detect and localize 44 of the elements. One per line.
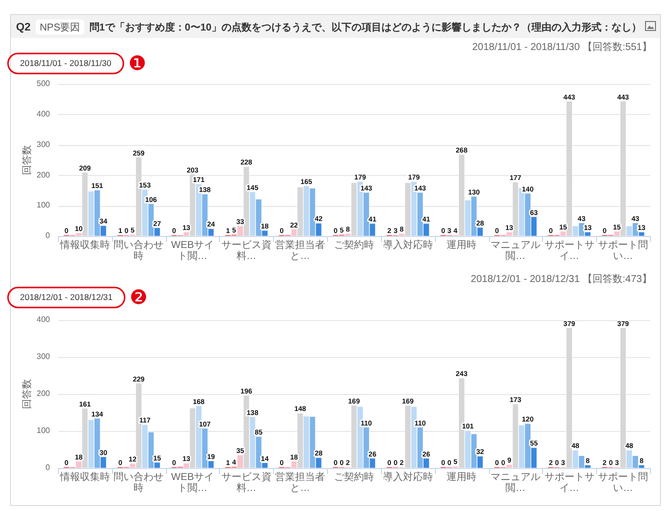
y-tick-label: 300: [36, 140, 51, 149]
x-tick-label: 運用時: [446, 239, 477, 251]
y-tick-label: 100: [36, 200, 51, 210]
x-tick-label: WEBサイト閲…: [171, 240, 214, 262]
x-tick-label: マニュアル閲…: [490, 472, 540, 494]
y-tick-label: 100: [36, 426, 51, 436]
x-tick-label: 情報収集時: [58, 239, 110, 251]
text: 2018/12/01 - 2018/12/31: [20, 292, 113, 302]
x-tick-label: 運用時: [446, 471, 477, 483]
x-tick-label: サポート問い…: [598, 240, 648, 262]
text: 2018/11/01 - 2018/11/30: [20, 58, 112, 68]
y-tick-label: 200: [36, 170, 51, 180]
x-tick-label: 情報収集時: [58, 471, 110, 483]
x-tick-label: サービス資料…: [221, 239, 272, 262]
y-axis-title: 回答数: [21, 379, 33, 409]
x-tick-label: 営業担当者と…: [275, 239, 326, 262]
y-tick-label: 300: [36, 352, 51, 362]
text: ❷: [130, 285, 148, 309]
x-tick-label: 導入対応時: [382, 471, 433, 483]
text: ❶: [128, 51, 146, 75]
x-tick-label: ご契約時: [334, 471, 374, 483]
x-tick-label: サポートサイ…: [544, 472, 594, 494]
text: NPS要因: [40, 22, 80, 34]
x-tick-label: 導入対応時: [382, 239, 433, 251]
text: 問1で「おすすめ度：0〜10」の点数をつけるうえで、以下の項目はどのように影響しましたか？（理由の入力形式：なし）: [89, 22, 642, 34]
y-tick-label: 200: [36, 389, 51, 398]
y-tick-label: 500: [36, 79, 51, 88]
x-tick-label: WEBサイト閲…: [171, 472, 214, 494]
y-axis-title: 回答数: [21, 145, 33, 175]
chart-subtitle: 2018/11/01 - 2018/11/30 【回答数:551】: [472, 41, 652, 53]
x-tick-label: ご契約時: [334, 239, 374, 251]
x-tick-label: 問い合わせ時: [114, 239, 164, 262]
x-tick-label: サポートサイ…: [544, 240, 594, 262]
x-tick-label: 問い合わせ時: [114, 471, 164, 494]
x-tick-label: マニュアル閲…: [490, 240, 540, 262]
y-tick-label: 0: [46, 463, 51, 472]
x-tick-label: サービス資料…: [221, 471, 272, 494]
y-tick-label: 400: [36, 110, 51, 119]
text: Q2: [16, 22, 31, 34]
x-tick-label: 営業担当者と…: [275, 471, 326, 494]
y-tick-label: 0: [46, 231, 51, 240]
x-tick-label: サポート問い…: [598, 472, 648, 494]
chart-subtitle: 2018/12/01 - 2018/12/31 【回答数:473】: [470, 273, 652, 285]
y-tick-label: 400: [36, 315, 51, 324]
